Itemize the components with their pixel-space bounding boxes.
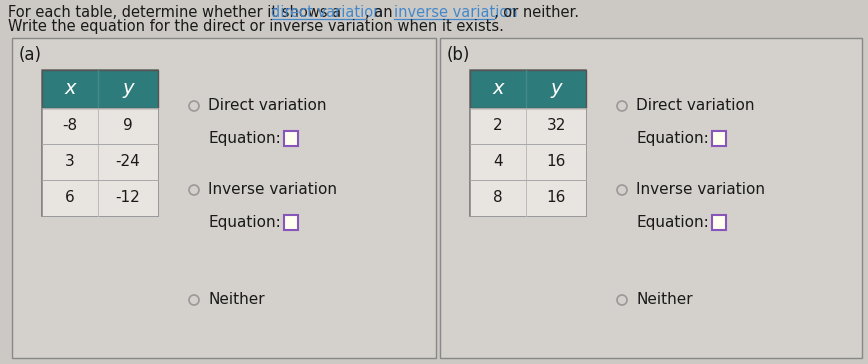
Text: Equation:: Equation: xyxy=(636,214,709,229)
Text: 6: 6 xyxy=(65,190,75,206)
Bar xyxy=(42,144,158,180)
Bar xyxy=(440,38,862,358)
Bar xyxy=(42,180,158,216)
Bar xyxy=(712,131,726,146)
Text: x: x xyxy=(64,79,76,99)
Text: x: x xyxy=(492,79,503,99)
Text: Inverse variation: Inverse variation xyxy=(636,182,765,198)
Bar xyxy=(284,214,298,229)
Text: Write the equation for the direct or inverse variation when it exists.: Write the equation for the direct or inv… xyxy=(8,19,504,34)
Bar xyxy=(470,108,586,144)
Text: direct variation: direct variation xyxy=(271,5,383,20)
Bar xyxy=(470,180,586,216)
Bar xyxy=(42,70,158,216)
Text: Equation:: Equation: xyxy=(208,214,280,229)
Text: (b): (b) xyxy=(447,46,470,64)
Text: -12: -12 xyxy=(115,190,141,206)
Bar xyxy=(42,70,158,108)
Text: Direct variation: Direct variation xyxy=(208,99,326,114)
Text: Inverse variation: Inverse variation xyxy=(208,182,337,198)
Text: 16: 16 xyxy=(546,154,566,170)
Text: Equation:: Equation: xyxy=(636,131,709,146)
Text: Neither: Neither xyxy=(636,293,693,308)
Text: 9: 9 xyxy=(123,119,133,134)
Text: 16: 16 xyxy=(546,190,566,206)
Text: 8: 8 xyxy=(493,190,503,206)
Text: y: y xyxy=(122,79,134,99)
Text: 4: 4 xyxy=(493,154,503,170)
Text: Equation:: Equation: xyxy=(208,131,280,146)
Text: inverse variation: inverse variation xyxy=(394,5,517,20)
Text: y: y xyxy=(550,79,562,99)
Text: -24: -24 xyxy=(115,154,141,170)
Bar xyxy=(712,214,726,229)
Text: 3: 3 xyxy=(65,154,75,170)
Text: Direct variation: Direct variation xyxy=(636,99,754,114)
Text: , or neither.: , or neither. xyxy=(494,5,579,20)
Bar xyxy=(470,70,586,108)
Text: 2: 2 xyxy=(493,119,503,134)
Text: For each table, determine whether it shows a: For each table, determine whether it sho… xyxy=(8,5,345,20)
Bar xyxy=(12,38,436,358)
Bar xyxy=(470,70,586,216)
Bar xyxy=(470,144,586,180)
Bar xyxy=(284,131,298,146)
Text: , an: , an xyxy=(365,5,397,20)
Text: (a): (a) xyxy=(19,46,42,64)
Text: Neither: Neither xyxy=(208,293,265,308)
Bar xyxy=(42,108,158,144)
Text: -8: -8 xyxy=(62,119,77,134)
Text: 32: 32 xyxy=(546,119,566,134)
